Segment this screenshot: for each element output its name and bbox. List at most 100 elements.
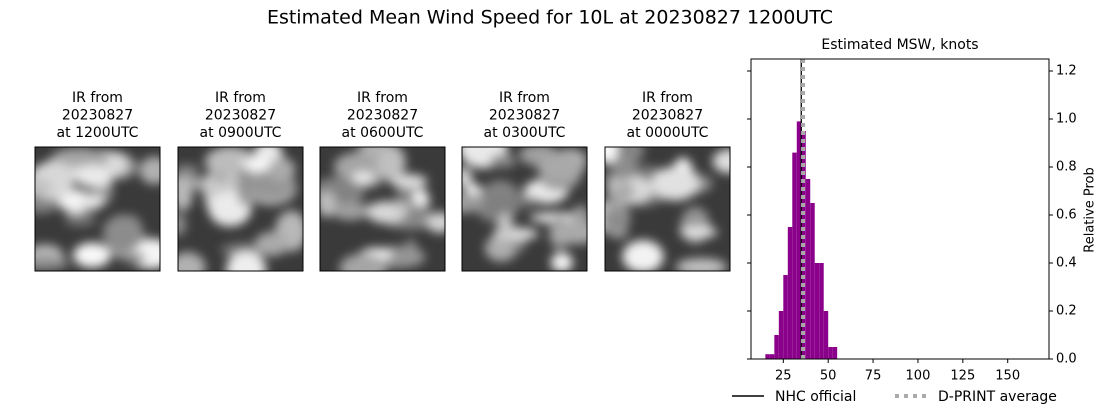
cloud <box>389 174 428 189</box>
cloud <box>237 165 251 207</box>
bar <box>823 311 829 359</box>
cloud <box>612 182 636 201</box>
cloud <box>102 214 144 253</box>
image-content <box>605 147 730 271</box>
y-tick-label: 1.2 <box>1056 64 1077 79</box>
cloud <box>105 151 128 177</box>
cloud <box>254 231 289 257</box>
cloud <box>484 235 518 262</box>
image-content <box>178 147 303 271</box>
cloud <box>497 213 514 238</box>
cloud <box>394 202 411 213</box>
y-axis-title: Relative Prob <box>1083 167 1098 252</box>
bar <box>805 179 811 359</box>
clouds <box>605 147 730 271</box>
panel-title: IR from <box>642 90 693 106</box>
cloud <box>679 226 718 238</box>
cloud <box>489 154 517 168</box>
panel-title: at 0600UTC <box>342 125 424 141</box>
axes-frame <box>750 58 1050 360</box>
x-tick-label: 50 <box>820 369 837 384</box>
image-content <box>462 147 587 271</box>
y-tick-label: 1.0 <box>1056 112 1077 127</box>
cloud <box>333 151 387 182</box>
image-content <box>35 147 160 271</box>
panel-title: at 0000UTC <box>627 125 709 141</box>
clouds <box>462 147 587 271</box>
panel-title: 20230827 <box>62 108 133 124</box>
panel-title: at 0900UTC <box>200 125 282 141</box>
bar <box>765 354 770 359</box>
cloud <box>712 149 730 174</box>
panel-title: 20230827 <box>347 108 418 124</box>
cloud <box>35 256 69 271</box>
cloud <box>268 157 296 181</box>
bar <box>769 354 775 359</box>
satellite-image <box>177 146 304 272</box>
cloud <box>79 192 104 211</box>
satellite-image <box>461 146 588 272</box>
bar <box>810 203 815 359</box>
cloud <box>376 147 406 181</box>
image-frame <box>319 146 446 272</box>
x-tick-label: 100 <box>906 369 931 384</box>
cloud <box>122 252 146 264</box>
panel-title: 20230827 <box>632 108 703 124</box>
cloud <box>506 196 543 208</box>
cloud <box>52 148 106 166</box>
plot-area <box>765 59 838 359</box>
clouds <box>320 147 445 271</box>
cloud <box>64 213 96 227</box>
image-content <box>320 147 445 271</box>
cloud <box>675 258 728 271</box>
y-tick-label: 0.2 <box>1056 304 1077 319</box>
cloud <box>73 242 111 268</box>
bar <box>787 227 793 359</box>
cloud <box>550 221 587 245</box>
panel-title: IR from <box>499 90 550 106</box>
image-frame <box>461 146 588 272</box>
cloud <box>426 212 445 233</box>
bar <box>832 347 838 359</box>
cloud <box>331 203 369 221</box>
panel-title: at 1200UTC <box>57 125 139 141</box>
image-frame <box>177 146 304 272</box>
cloud <box>622 240 664 271</box>
cloud <box>351 171 375 184</box>
y-tick-label: 0.6 <box>1056 208 1077 223</box>
cloud <box>605 206 631 234</box>
clouds <box>178 147 303 271</box>
cloud <box>339 253 388 271</box>
cloud <box>178 212 187 236</box>
panel-title: 20230827 <box>205 108 276 124</box>
x-tick-label: 75 <box>865 369 882 384</box>
image-frame <box>34 146 161 272</box>
satellite-image <box>34 146 161 272</box>
cloud <box>462 167 473 188</box>
y-tick-label: 0.8 <box>1056 160 1077 175</box>
panel-title: IR from <box>357 90 408 106</box>
x-tick-label: 150 <box>995 369 1020 384</box>
figure-title: Estimated Mean Wind Speed for 10L at 202… <box>267 7 833 29</box>
panel-title: at 0300UTC <box>484 125 566 141</box>
cloud <box>226 251 267 271</box>
clouds <box>35 148 160 271</box>
y-tick-label: 0.0 <box>1056 352 1077 367</box>
bar <box>774 335 779 359</box>
panel-title: IR from <box>72 90 123 106</box>
legend-label: NHC official <box>775 389 856 405</box>
bar <box>783 275 788 359</box>
cloud <box>462 192 484 213</box>
chart-title: Estimated MSW, knots <box>821 37 978 53</box>
cloud <box>139 156 160 185</box>
cloud <box>611 154 636 181</box>
bar <box>796 121 802 359</box>
cloud <box>412 189 429 207</box>
cloud <box>178 164 200 176</box>
satellite-image <box>604 146 731 272</box>
cloud <box>651 166 700 201</box>
x-tick-label: 25 <box>775 369 792 384</box>
panel-title: 20230827 <box>489 108 560 124</box>
cloud <box>537 153 585 183</box>
